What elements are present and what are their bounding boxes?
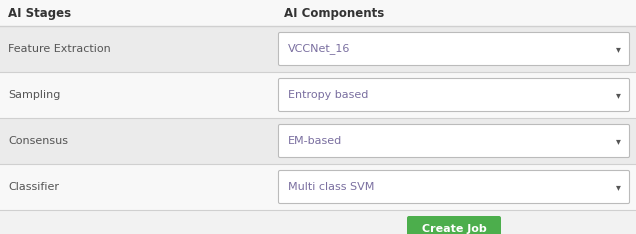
Bar bbox=[0, 26, 636, 72]
Text: Consensus: Consensus bbox=[8, 136, 68, 146]
Text: Classifier: Classifier bbox=[8, 182, 59, 192]
FancyBboxPatch shape bbox=[279, 171, 630, 204]
Text: AI Stages: AI Stages bbox=[8, 7, 71, 19]
Text: ▾: ▾ bbox=[616, 44, 621, 54]
Text: AI Components: AI Components bbox=[284, 7, 384, 19]
Text: Feature Extraction: Feature Extraction bbox=[8, 44, 111, 54]
FancyBboxPatch shape bbox=[279, 33, 630, 66]
Bar bbox=[0, 118, 636, 164]
Text: Entropy based: Entropy based bbox=[288, 90, 368, 100]
Text: ▾: ▾ bbox=[616, 90, 621, 100]
FancyBboxPatch shape bbox=[407, 216, 501, 234]
Bar bbox=[0, 72, 636, 118]
Bar bbox=[0, 0, 636, 26]
Text: ▾: ▾ bbox=[616, 182, 621, 192]
Text: Create Job: Create Job bbox=[422, 224, 487, 234]
FancyBboxPatch shape bbox=[279, 78, 630, 111]
Text: EM-based: EM-based bbox=[288, 136, 342, 146]
Bar bbox=[0, 164, 636, 210]
Text: VCCNet_16: VCCNet_16 bbox=[288, 44, 350, 55]
Text: ▾: ▾ bbox=[616, 136, 621, 146]
Text: Sampling: Sampling bbox=[8, 90, 60, 100]
FancyBboxPatch shape bbox=[279, 124, 630, 157]
Text: Multi class SVM: Multi class SVM bbox=[288, 182, 375, 192]
